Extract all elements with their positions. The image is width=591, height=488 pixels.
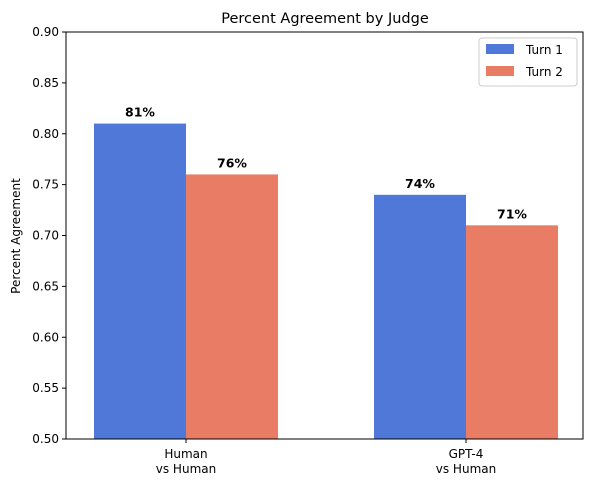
y-tick-label: 0.85 [32, 76, 59, 90]
y-tick-label: 0.90 [32, 25, 59, 39]
bar-turn-1 [94, 123, 186, 439]
y-axis-label: Percent Agreement [9, 178, 23, 294]
bar-turn-2 [466, 225, 558, 439]
y-tick-label: 0.75 [32, 178, 59, 192]
legend-label: Turn 1 [525, 43, 563, 57]
bar-value-label: 74% [405, 176, 435, 191]
y-tick-label: 0.80 [32, 127, 59, 141]
y-tick-label: 0.60 [32, 330, 59, 344]
x-tick-label: vs Human [436, 462, 496, 476]
bar-value-label: 71% [497, 206, 527, 221]
y-tick-label: 0.65 [32, 279, 59, 293]
x-tick-label: vs Human [156, 462, 216, 476]
plot-frame [65, 31, 584, 440]
legend-label: Turn 2 [525, 65, 563, 79]
legend: Turn 1 Turn 2 [478, 37, 578, 87]
bar-turn-2 [186, 174, 278, 439]
legend-swatch [486, 66, 514, 76]
bar-turn-1 [374, 194, 466, 439]
y-tick-label: 0.55 [32, 381, 59, 395]
bar-value-label: 76% [217, 155, 247, 170]
y-tick-label: 0.50 [32, 432, 59, 446]
legend-swatch [486, 44, 514, 54]
x-tick-label: GPT-4 [449, 447, 484, 461]
y-tick-label: 0.70 [32, 229, 59, 243]
bar-value-label: 81% [125, 105, 155, 120]
chart-title: Percent Agreement by Judge [221, 11, 429, 27]
x-tick-label: Human [164, 447, 207, 461]
